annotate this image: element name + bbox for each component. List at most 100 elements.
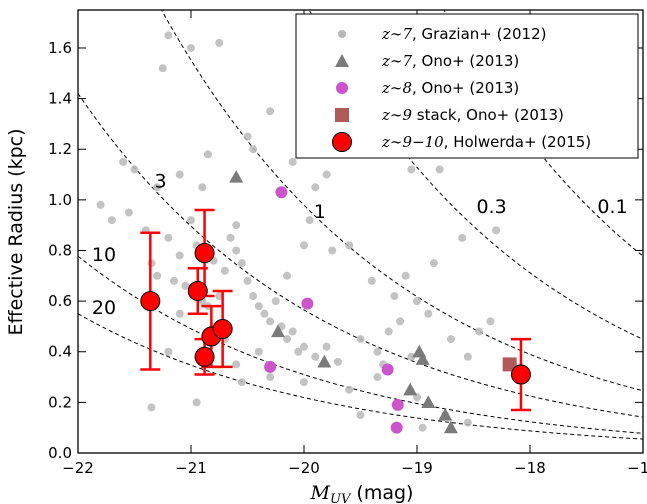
data-point — [215, 38, 224, 47]
data-point — [345, 241, 354, 250]
legend-entry-ono-stack-math: z∼9 — [381, 106, 412, 124]
axis-ticks — [77, 10, 644, 454]
data-point — [446, 335, 455, 344]
data-point-magenta — [381, 363, 394, 376]
data-point — [373, 373, 382, 382]
dashed-curve — [160, 10, 643, 392]
data-point-red — [187, 280, 208, 301]
x-tick-label: −22 — [62, 459, 94, 477]
data-point — [119, 157, 128, 166]
data-point — [164, 347, 173, 356]
data-point — [147, 403, 156, 412]
legend-marker-ono-stack — [335, 108, 349, 122]
legend-entry-grazian-math: z∼7 — [381, 25, 412, 43]
legend-frame — [295, 13, 639, 159]
data-point — [345, 385, 354, 394]
curve-label: 10 — [92, 244, 116, 266]
y-tick-label: 0.4 — [48, 343, 72, 361]
svg-text:z∼7, Grazian+ (2012): z∼7, Grazian+ (2012) — [381, 25, 547, 43]
curve-label: 0.3 — [476, 196, 506, 218]
legend-entry-ono-z7-text: , Ono+ (2013) — [412, 52, 519, 70]
curve-labels: 3 1 0.3 0.1 10 20 — [92, 171, 628, 320]
legend-entry-ono-z7: z∼7, Ono+ (2013) — [381, 52, 519, 70]
x-tick-label: −17 — [627, 459, 647, 477]
data-point — [413, 297, 421, 306]
data-point — [435, 165, 444, 174]
data-point — [243, 276, 252, 285]
data-point — [254, 347, 263, 356]
data-point — [396, 317, 405, 326]
legend-entry-ono-z7-math: z∼7 — [381, 52, 412, 70]
legend-marker-holwerda — [332, 132, 352, 152]
data-point — [266, 107, 275, 116]
data-point — [300, 342, 308, 351]
data-point — [181, 281, 190, 290]
series-ono-holwerda — [140, 170, 531, 434]
x-tick-label: −21 — [175, 459, 207, 477]
y-tick-label: 0.6 — [48, 292, 72, 310]
data-point — [271, 297, 280, 306]
svg-text:z∼9 stack, Ono+ (2013): z∼9 stack, Ono+ (2013) — [381, 106, 564, 124]
data-point — [249, 145, 258, 154]
legend-marker-grazian — [338, 30, 346, 38]
data-point — [187, 216, 195, 225]
data-point-magenta — [275, 186, 288, 199]
data-point — [249, 292, 258, 301]
y-tick-label: 1.2 — [48, 140, 72, 158]
data-point — [232, 360, 241, 369]
data-point — [192, 398, 201, 407]
data-point — [237, 259, 246, 268]
svg-text:z∼8, Ono+ (2013): z∼8, Ono+ (2013) — [381, 79, 519, 97]
y-axis-label: Effective Radius (kpc) — [5, 128, 27, 335]
data-point-magenta — [264, 360, 277, 373]
data-point — [232, 221, 241, 230]
y-tick-labels: 0.0 0.2 0.4 0.6 0.8 1.0 1.2 1.4 1.6 — [48, 39, 72, 462]
legend-entry-grazian: z∼7, Grazian+ (2012) — [381, 25, 547, 43]
curve-label: 0.1 — [597, 196, 627, 218]
data-point — [107, 216, 116, 225]
legend-entry-holwerda: z∼9−10, Holwerda+ (2015) — [381, 133, 591, 151]
data-point-triangle — [317, 354, 332, 368]
data-point-red — [194, 346, 215, 367]
data-point-triangle — [443, 420, 458, 434]
svg-text:z∼9−10, Holwerda+ (2015): z∼9−10, Holwerda+ (2015) — [381, 133, 591, 151]
data-point — [305, 216, 314, 225]
data-point-magenta — [301, 297, 314, 310]
data-point — [322, 342, 331, 351]
data-point — [283, 271, 292, 280]
data-point — [215, 292, 224, 301]
data-point-red — [194, 243, 215, 264]
legend-entry-ono-stack: z∼9 stack, Ono+ (2013) — [381, 106, 564, 124]
y-tick-label: 1.6 — [48, 39, 72, 57]
data-point — [198, 183, 207, 192]
data-point-triangle — [403, 382, 418, 396]
plot-frame — [77, 9, 644, 454]
data-point — [322, 170, 331, 179]
data-point — [175, 251, 184, 260]
data-point — [333, 357, 342, 366]
data-point — [475, 327, 484, 336]
legend-marker-ono-z7 — [335, 54, 349, 67]
data-point — [254, 302, 263, 311]
legend-entry-ono-z8-text: , Ono+ (2013) — [412, 79, 519, 97]
legend-marker-ono-z8 — [336, 82, 348, 94]
data-point — [175, 309, 184, 318]
data-point — [288, 327, 297, 336]
curve-label: 1 — [314, 201, 326, 223]
data-point — [283, 335, 292, 344]
series-grazian-2012 — [96, 31, 523, 432]
data-point — [288, 157, 297, 166]
data-point — [164, 31, 173, 40]
data-point — [492, 226, 501, 235]
data-point — [164, 233, 173, 242]
data-point-red — [212, 318, 233, 339]
x-tick-label: −19 — [401, 459, 433, 477]
data-point — [401, 271, 410, 280]
data-point — [429, 259, 438, 268]
data-point — [153, 183, 162, 192]
data-point-magenta — [391, 398, 404, 411]
data-point — [187, 43, 195, 52]
data-point — [226, 233, 235, 242]
y-tick-label: 0.8 — [48, 241, 72, 259]
